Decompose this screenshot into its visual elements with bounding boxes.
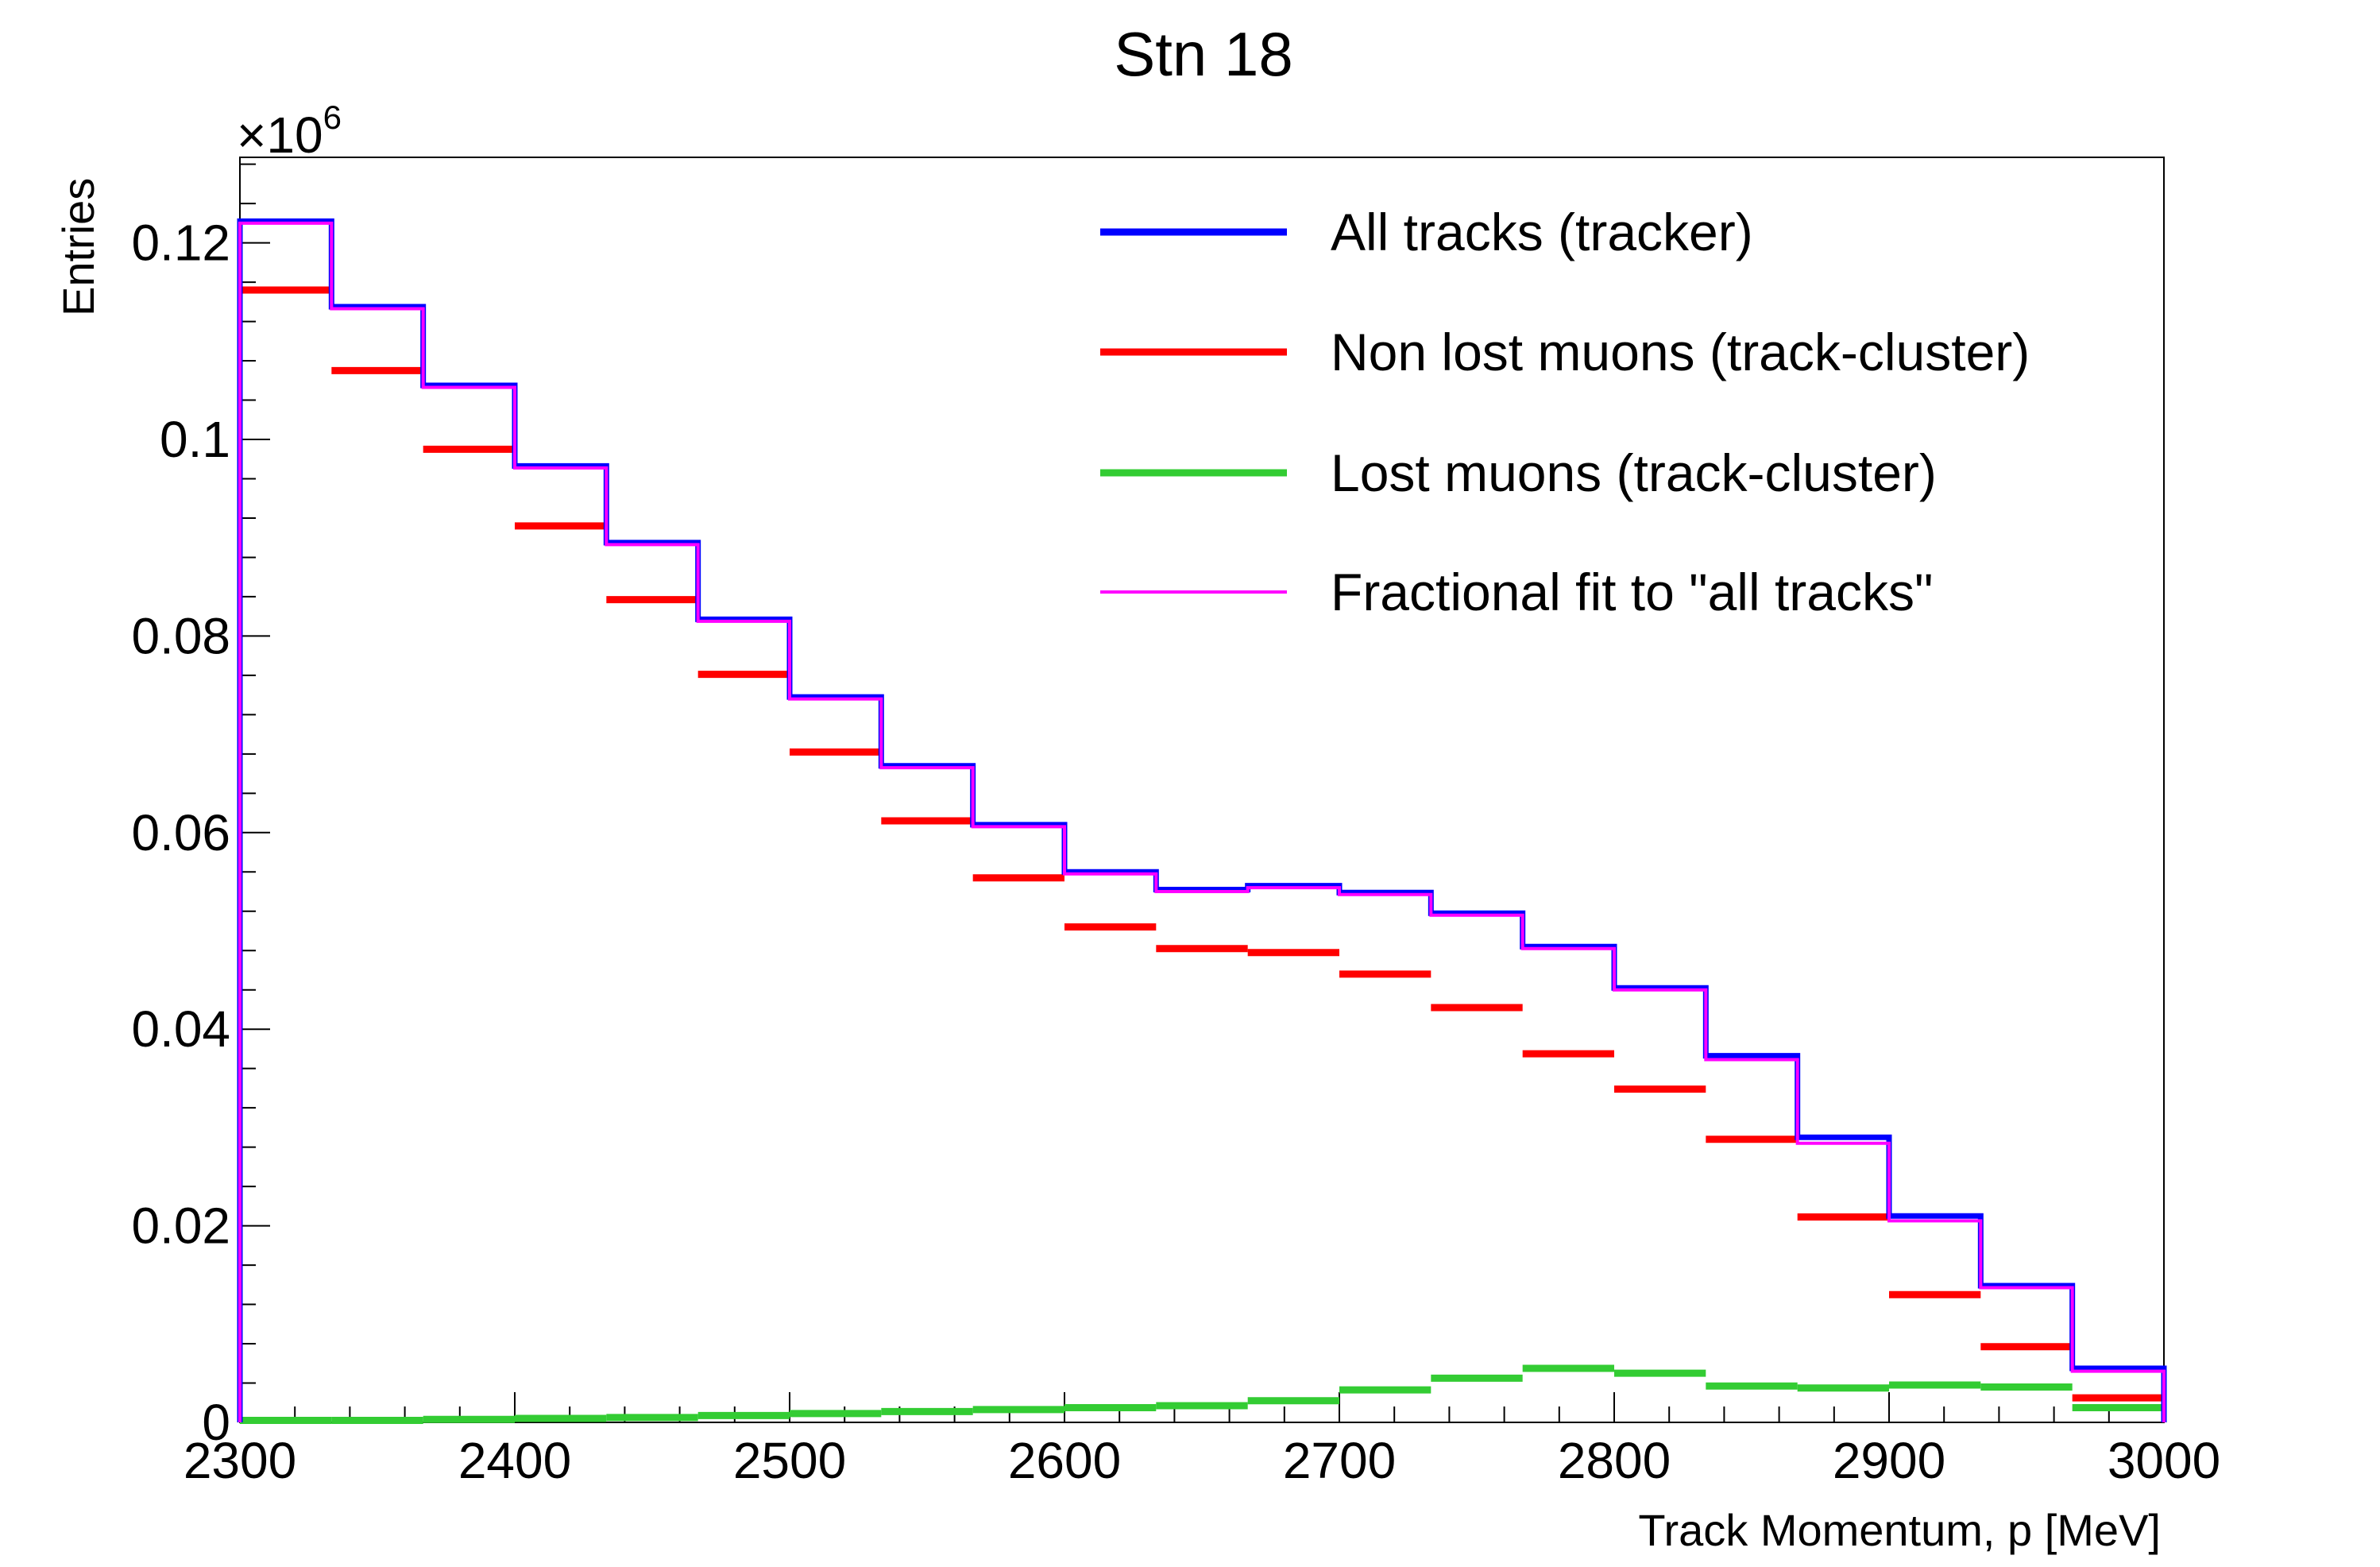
series-3 bbox=[238, 221, 2166, 1422]
legend-entry-all-tracks: All tracks (tracker) bbox=[1100, 203, 1753, 261]
y-tick-label: 0.12 bbox=[131, 215, 230, 272]
series-step-line bbox=[237, 218, 2167, 1422]
x-tick-label: 2700 bbox=[1283, 1432, 1396, 1489]
legend-label-lost-muons: Lost muons (track-cluster) bbox=[1331, 443, 1937, 502]
y-tick-label: 0.04 bbox=[131, 1000, 230, 1058]
legend: All tracks (tracker) Non lost muons (tra… bbox=[1100, 203, 2030, 621]
y-axis-ticks: 0 0.02 0.04 0.06 0.08 0.1 0.12 bbox=[131, 163, 270, 1451]
y-tick-label: 0.1 bbox=[160, 411, 230, 468]
x-tick-label: 2800 bbox=[1558, 1432, 1671, 1489]
series-0 bbox=[237, 218, 2167, 1422]
y-axis-multiplier: ×106 bbox=[237, 99, 342, 164]
y-axis-multiplier-exponent: 6 bbox=[323, 99, 342, 136]
legend-entry-fractional-fit: Fractional fit to "all tracks" bbox=[1100, 563, 1933, 621]
x-axis-label: Track Momentum, p [MeV] bbox=[1638, 1505, 2161, 1555]
legend-entry-non-lost-muons: Non lost muons (track-cluster) bbox=[1100, 323, 2030, 381]
y-tick-label: 0.08 bbox=[131, 607, 230, 664]
series-layer bbox=[237, 218, 2167, 1425]
x-tick-label: 2400 bbox=[458, 1432, 571, 1489]
x-tick-label: 2500 bbox=[733, 1432, 846, 1489]
y-tick-label: 0 bbox=[202, 1394, 230, 1451]
chart-title: Stn 18 bbox=[1114, 19, 1293, 89]
legend-entry-lost-muons: Lost muons (track-cluster) bbox=[1100, 443, 1937, 502]
series-step-line bbox=[238, 221, 2166, 1422]
y-tick-label: 0.06 bbox=[131, 804, 230, 861]
legend-label-all-tracks: All tracks (tracker) bbox=[1331, 203, 1753, 261]
y-axis-multiplier-base: ×10 bbox=[237, 106, 323, 164]
x-tick-label: 2900 bbox=[1833, 1432, 1945, 1489]
series-2 bbox=[240, 1364, 2164, 1425]
x-axis-ticks: 2300 2400 2500 2600 2700 2800 2900 3000 bbox=[184, 1392, 2220, 1489]
x-tick-label: 2600 bbox=[1008, 1432, 1121, 1489]
legend-label-non-lost-muons: Non lost muons (track-cluster) bbox=[1331, 323, 2030, 381]
legend-label-fractional-fit: Fractional fit to "all tracks" bbox=[1331, 563, 1933, 621]
x-tick-label: 3000 bbox=[2108, 1432, 2220, 1489]
x-tick-label: 2300 bbox=[184, 1432, 296, 1489]
y-tick-label: 0.02 bbox=[131, 1197, 230, 1255]
series-1 bbox=[240, 286, 2164, 1402]
y-axis-label: Entries bbox=[53, 178, 103, 316]
